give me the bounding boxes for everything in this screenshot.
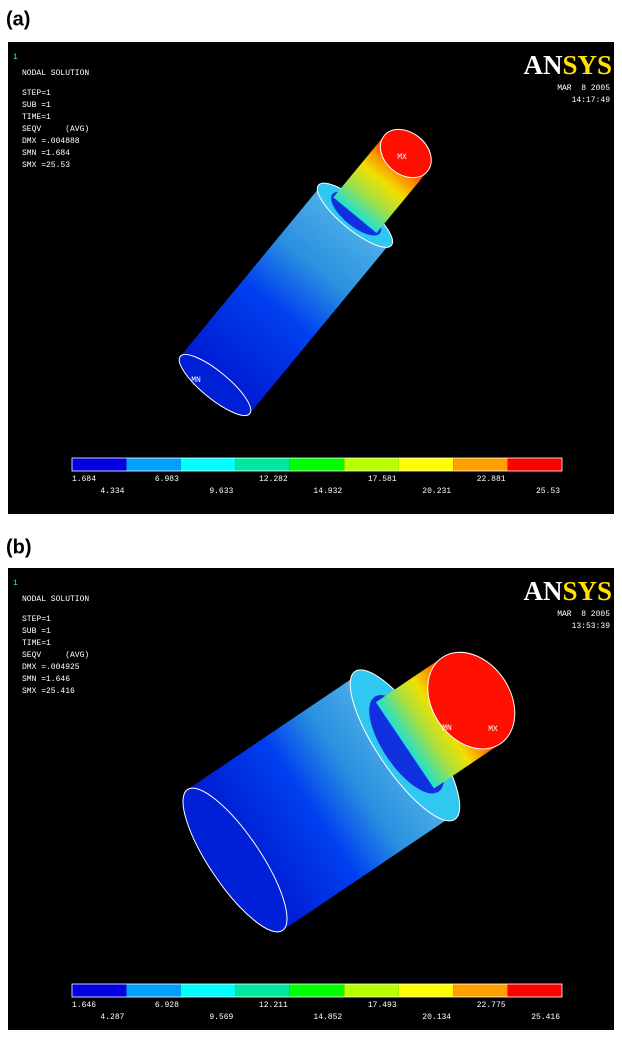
legend-value: 22.881 [477,475,506,484]
legend-swatch [453,458,507,471]
legend-value: 17.493 [368,1001,397,1010]
legend-swatch [399,458,453,471]
legend-value: 25.416 [531,1013,560,1022]
info-line: TIME=1 [22,639,51,648]
heading: NODAL SOLUTION [22,595,89,604]
info-line: DMX =.004925 [22,663,80,672]
legend-swatch [235,984,289,997]
node-label: MX [488,725,498,734]
legend-swatch [126,984,180,997]
info-line: STEP=1 [22,89,51,98]
legend-swatch [290,984,344,997]
info-line: SMN =1.646 [22,675,70,684]
window-number: 1 [13,579,18,588]
info-line: SUB =1 [22,101,51,110]
info-line: SEQV (AVG) [22,125,89,134]
legend-swatch [508,984,562,997]
heading: NODAL SOLUTION [22,69,89,78]
legend-value: 14.932 [313,487,342,496]
legend-value: 20.231 [422,487,451,496]
legend-value: 20.134 [422,1013,451,1022]
legend-value: 17.581 [368,475,397,484]
legend-swatch [72,984,126,997]
logo-part: SYS [562,576,612,606]
legend-value: 1.646 [72,1001,96,1010]
legend-value: 9.569 [209,1013,233,1022]
panel-label: (a) [6,8,30,30]
info-line: SMX =25.53 [22,161,70,170]
info-line: STEP=1 [22,615,51,624]
time: 13:53:39 [572,622,611,631]
logo: ANSYS [523,576,612,606]
legend-value: 12.282 [259,475,288,484]
legend-swatch [72,458,126,471]
legend-value: 4.287 [100,1013,124,1022]
legend-value: 6.983 [155,475,179,484]
legend-value: 6.928 [155,1001,179,1010]
panel-label: (b) [6,536,32,558]
legend-value: 12.211 [259,1001,288,1010]
window-number: 1 [13,53,18,62]
legend-swatch [453,984,507,997]
legend-swatch [126,458,180,471]
logo-part: AN [523,576,562,606]
legend-value: 14.852 [313,1013,342,1022]
legend-swatch [181,984,235,997]
info-line: SUB =1 [22,627,51,636]
legend-swatch [181,458,235,471]
info-line: TIME=1 [22,113,51,122]
legend-value: 9.633 [209,487,233,496]
legend-value: 1.684 [72,475,96,484]
legend-swatch [399,984,453,997]
node-label: MN [442,724,452,733]
date: MAR 8 2005 [557,84,610,93]
info-line: SEQV (AVG) [22,651,89,660]
info-line: DMX =.004888 [22,137,80,146]
page: (a) 1 NODAL SOLUTION STEP=1 SUB =1 TIME=1 SEQV… [0,0,622,1037]
legend-value: 4.334 [100,487,124,496]
figure: (a) 1 NODAL SOLUTION STEP=1 SUB =1 TIME=1 SEQV… [0,0,622,1037]
legend-value: 25.53 [536,487,560,496]
legend-swatch [508,458,562,471]
info-line: SMX =25.416 [22,687,75,696]
legend-swatch [344,458,398,471]
legend-swatch [344,984,398,997]
time: 14:17:49 [572,96,611,105]
legend-value: 22.775 [477,1001,506,1010]
date: MAR 8 2005 [557,610,610,619]
legend-swatch [235,458,289,471]
info-line: SMN =1.684 [22,149,70,158]
node-label: MX [397,153,407,162]
node-label: MN [191,376,201,385]
legend-swatch [290,458,344,471]
logo: ANSYS [523,50,612,80]
logo-part: AN [523,50,562,80]
logo-part: SYS [562,50,612,80]
